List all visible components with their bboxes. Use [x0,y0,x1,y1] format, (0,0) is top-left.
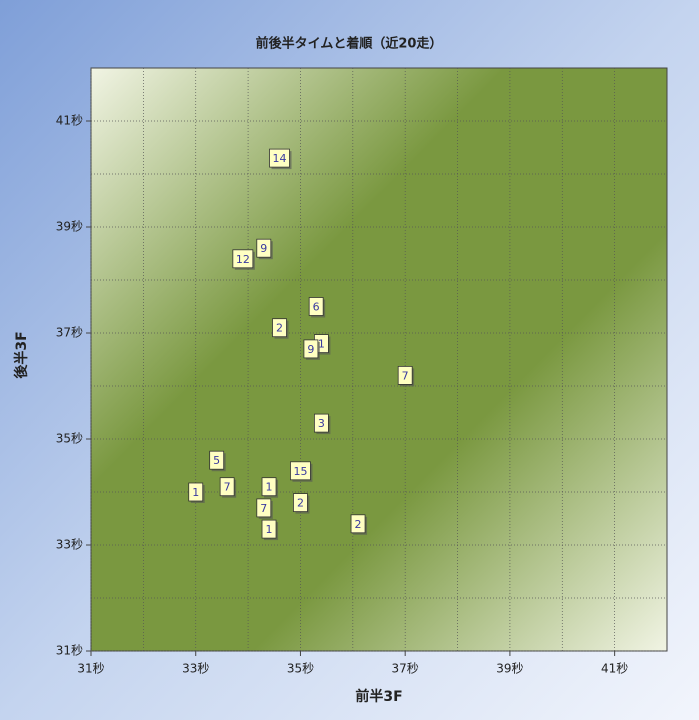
x-axis-label: 前半3F [355,688,402,705]
point: 7 [397,365,415,387]
point: 2 [350,514,368,535]
point-label: 9 [307,343,314,356]
point-box [209,450,225,470]
point-label: 7 [260,502,267,515]
x-tick-label: 41秒 [601,662,628,676]
point-box [350,514,366,534]
point: 1 [261,519,279,541]
point-label: 2 [297,497,304,510]
point: 2 [293,493,310,514]
point-box [256,498,272,518]
point-label: 7 [402,369,409,382]
point-box [256,238,272,258]
point: 1 [261,477,279,498]
point-label: 15 [293,465,307,478]
point-box [188,482,204,502]
point-box [232,249,254,269]
point-box [397,365,413,385]
point-box [272,318,287,338]
point-box [269,148,290,168]
point-label: 2 [276,322,283,335]
y-tick-label: 41秒 [56,114,83,128]
point: 7 [256,498,273,519]
point: 9 [303,339,320,360]
point-label: 6 [313,301,320,314]
point: 9 [256,238,273,260]
x-tick-label: 35秒 [287,662,314,676]
x-tick-label: 33秒 [182,662,209,676]
point: 14 [269,148,292,170]
y-tick-label: 37秒 [56,326,83,340]
y-tick-label: 31秒 [56,644,83,658]
point-label: 2 [355,518,362,531]
point-label: 3 [318,417,325,430]
point-label: 1 [266,481,273,494]
point-label: 12 [236,253,250,266]
point-box [313,413,329,433]
plot-area [90,67,668,652]
point-label: 1 [266,523,273,536]
point-box [261,477,277,497]
y-axis-label: 後半3F [13,331,30,378]
point: 7 [219,477,237,498]
point-box [293,493,308,513]
point: 15 [290,461,313,482]
x-tick-label: 39秒 [496,662,523,676]
point-label: 7 [224,481,231,494]
y-tick-label: 39秒 [56,220,83,234]
x-tick-label: 37秒 [392,662,419,676]
point: 3 [313,413,331,435]
point: 6 [308,297,326,318]
point-box [219,477,235,497]
point: 12 [232,249,255,270]
point-box [308,297,324,316]
chart-title: 前後半タイムと着順（近20走） [256,36,443,52]
point-box [303,339,319,359]
point-label: 5 [213,454,220,467]
x-tick-label: 31秒 [77,662,104,676]
point-label: 1 [192,486,199,499]
point-label: 1 [318,338,325,351]
point: 2 [272,318,289,339]
y-tick-label: 33秒 [56,538,83,552]
point-label: 14 [273,152,287,165]
point-box [261,519,277,539]
point-label: 9 [260,242,267,255]
point: 1 [188,482,205,503]
point-box [290,461,311,481]
point: 5 [209,450,226,472]
y-tick-label: 35秒 [56,432,83,446]
